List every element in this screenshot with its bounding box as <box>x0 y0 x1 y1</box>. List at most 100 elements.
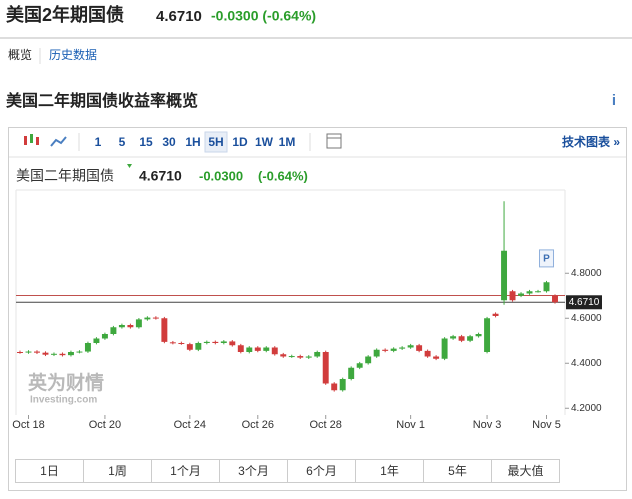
y-tick-label: 4.4000 <box>571 358 602 369</box>
candle-body <box>365 356 372 364</box>
candle-icon[interactable] <box>24 134 39 145</box>
interval-button[interactable]: 1D <box>232 135 248 149</box>
candle-body <box>34 351 40 353</box>
candle-body <box>246 347 253 352</box>
candle-body <box>135 319 142 328</box>
page-title: 美国2年期国债 <box>6 4 124 25</box>
technical-chart-link[interactable]: 技术图表 » <box>562 134 620 149</box>
legend-change: -0.0300 <box>199 168 243 183</box>
tab[interactable]: 历史数据 <box>49 47 97 62</box>
interval-button[interactable]: 1W <box>255 135 274 149</box>
candle-body <box>458 336 465 341</box>
range-button[interactable]: 5年 <box>448 464 467 478</box>
legend-change-pct: (-0.64%) <box>258 168 308 183</box>
candle-body <box>280 354 287 357</box>
candle-body <box>178 343 185 344</box>
y-tick-label: 4.8000 <box>571 268 602 279</box>
candle-body <box>450 336 457 339</box>
candle-body <box>25 351 32 353</box>
interval-button[interactable]: 5 <box>119 135 126 149</box>
range-button[interactable]: 1日 <box>40 464 59 478</box>
candle-body <box>229 341 236 346</box>
candle-body <box>416 345 423 351</box>
watermark-site: Investing.com <box>30 395 97 406</box>
candle-body <box>288 356 295 358</box>
candle-body <box>305 356 312 358</box>
x-tick-label: Nov 5 <box>532 419 561 431</box>
interval-active <box>204 131 228 153</box>
marker-label: P <box>543 254 550 265</box>
candle-body <box>484 318 491 352</box>
calendar-icon[interactable] <box>326 133 342 149</box>
interval-button[interactable]: 1H <box>185 135 200 149</box>
y-tick-label: 4.6000 <box>571 313 602 324</box>
interval-button[interactable]: 1 <box>95 135 102 149</box>
candle-body <box>110 327 117 334</box>
x-tick-label: Oct 28 <box>310 419 342 431</box>
range-button[interactable]: 6个月 <box>306 464 337 478</box>
candle-body <box>297 356 304 358</box>
candle-body <box>161 318 168 342</box>
candle-body <box>152 317 159 319</box>
candle-body <box>535 291 541 293</box>
range-button[interactable]: 3个月 <box>238 464 269 478</box>
candle-body <box>399 347 406 349</box>
candle-body <box>84 343 91 352</box>
candle-body <box>93 338 100 343</box>
x-tick-label: Oct 18 <box>12 419 44 431</box>
candle-body <box>356 363 363 368</box>
tab[interactable]: 概览 <box>8 47 32 62</box>
candle-body <box>42 352 49 355</box>
interval-button[interactable]: 30 <box>162 135 176 149</box>
candle-body <box>101 334 108 339</box>
watermark-brand: 英为财情 <box>28 371 104 394</box>
candle-body <box>509 291 516 301</box>
candle-body <box>237 345 244 352</box>
candle-body <box>118 325 125 328</box>
legend-name: 美国二年期国债 <box>16 168 114 184</box>
candle-body <box>424 350 431 357</box>
candle-body <box>331 383 338 391</box>
price: 4.6710 <box>156 8 202 25</box>
candle-body <box>441 338 448 359</box>
candle-body <box>552 295 558 303</box>
legend-price: 4.6710 <box>139 168 182 184</box>
candle-body <box>212 341 219 343</box>
section-title: 美国二年期国债收益率概览 <box>6 91 198 110</box>
x-tick-label: Nov 3 <box>473 419 502 431</box>
x-tick-label: Oct 20 <box>89 419 121 431</box>
candle-body <box>127 325 134 328</box>
x-tick-label: Oct 24 <box>174 419 206 431</box>
candle-body <box>263 347 270 351</box>
range-button[interactable]: 1年 <box>380 464 399 478</box>
x-tick-label: Oct 26 <box>242 419 274 431</box>
x-tick-label: Nov 1 <box>396 419 425 431</box>
candle-body <box>186 344 193 350</box>
interval-button[interactable]: 1M <box>279 135 296 149</box>
range-button[interactable]: 1个月 <box>170 464 201 478</box>
interval-button[interactable]: 5H <box>208 135 223 149</box>
range-button[interactable]: 1周 <box>108 464 127 478</box>
candle-body <box>433 356 440 359</box>
interval-button[interactable]: 15 <box>139 135 153 149</box>
candle-body <box>373 349 380 357</box>
candle-body <box>17 352 23 353</box>
candle-body <box>67 352 74 356</box>
candle-body <box>348 367 355 379</box>
chart-frame <box>8 127 627 491</box>
range-button[interactable]: 最大值 <box>507 463 543 478</box>
info-icon[interactable]: i <box>612 92 616 109</box>
candle-body <box>390 348 397 351</box>
line-icon[interactable] <box>50 136 67 147</box>
candle-body <box>314 352 321 357</box>
candle-body <box>50 353 57 355</box>
candle-body <box>407 345 414 348</box>
candle-body <box>382 349 389 351</box>
candle-body <box>467 336 474 341</box>
candle-body <box>526 291 533 294</box>
last-price-label: 4.6710 <box>569 297 600 308</box>
candle-body <box>203 341 210 343</box>
last-price-tag <box>566 295 602 310</box>
candle-body <box>492 313 499 316</box>
